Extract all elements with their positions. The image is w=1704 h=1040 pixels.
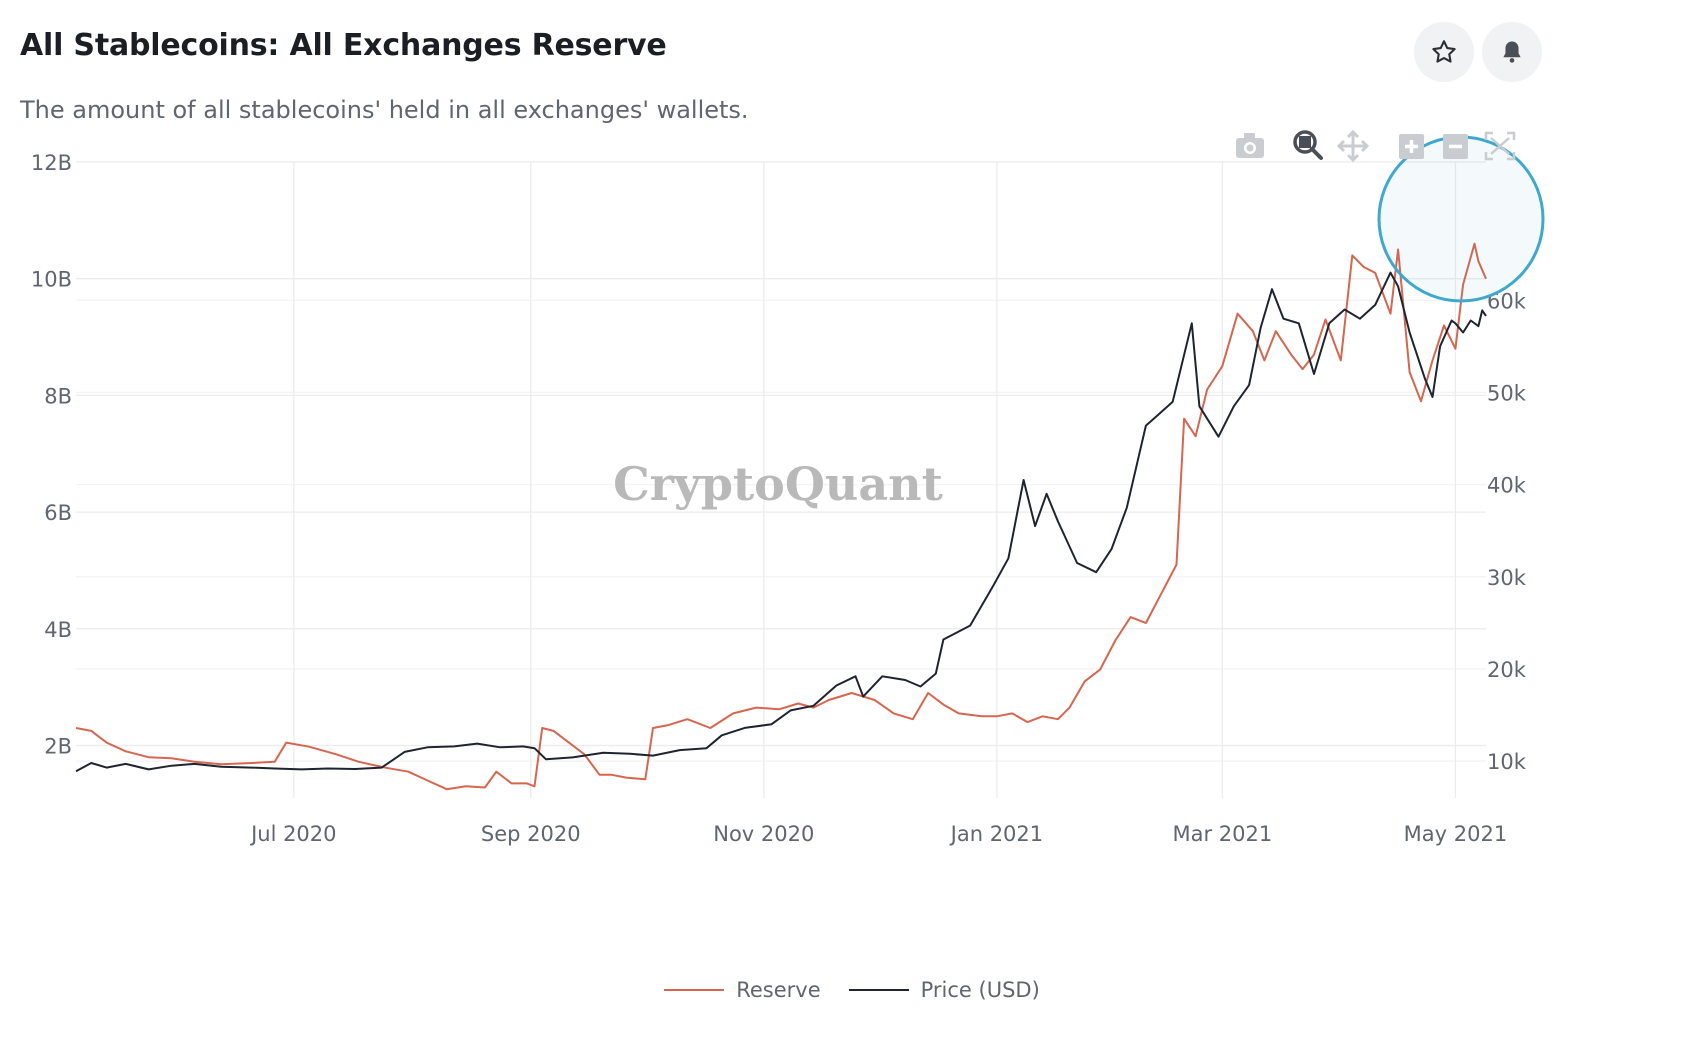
favorite-button[interactable] [1414,22,1474,82]
y-left-tick-label: 12B [31,151,72,175]
watermark: CryptoQuant [613,457,943,511]
x-tick-label: Jan 2021 [949,822,1044,846]
chart-lines [75,242,1487,791]
y-right-tick-label: 20k [1487,658,1527,682]
star-icon [1432,40,1456,63]
legend-item-price[interactable]: Price (USD) [848,978,1040,1002]
page-title: All Stablecoins: All Exchanges Reserve [20,28,667,63]
x-tick-label: Mar 2021 [1172,822,1272,846]
pan-icon[interactable] [1336,129,1370,163]
x-tick-label: Jul 2020 [249,822,336,846]
y-right-tick-label: 30k [1487,566,1527,590]
legend-label-reserve: Reserve [736,978,821,1002]
chart-legend: Reserve Price (USD) [0,978,1704,1002]
chart-toolbar [1236,129,1516,163]
x-tick-label: May 2021 [1404,822,1508,846]
alert-button[interactable] [1482,22,1542,82]
y-left-tick-label: 2B [44,734,72,758]
camera-icon[interactable] [1236,133,1264,158]
reserve-line [75,242,1487,791]
highlight-circle [1377,135,1545,303]
price-line [75,271,1487,773]
y-left-tick-label: 10B [31,268,72,292]
y-left-tick-label: 8B [44,384,72,408]
y-left-tick-label: 4B [44,618,72,642]
bell-icon [1503,41,1521,63]
legend-swatch-reserve [664,989,725,991]
y-right-tick-label: 10k [1487,750,1527,774]
zoom-icon[interactable] [1293,130,1323,160]
y-right-tick-label: 40k [1487,474,1527,498]
y-left-tick-label: 6B [44,501,72,525]
x-tick-label: Sep 2020 [481,822,581,846]
x-tick-label: Nov 2020 [713,822,814,846]
chart-grid [76,161,1486,798]
y-right-tick-label: 50k [1487,381,1527,405]
autoscale-icon[interactable] [1484,131,1516,161]
legend-item-reserve[interactable]: Reserve [664,978,821,1002]
zoom-in-icon[interactable] [1399,134,1424,159]
zoom-out-icon[interactable] [1443,134,1468,159]
page-subtitle: The amount of all stablecoins' held in a… [20,96,749,124]
legend-label-price: Price (USD) [920,978,1040,1002]
legend-swatch-price [848,989,909,991]
